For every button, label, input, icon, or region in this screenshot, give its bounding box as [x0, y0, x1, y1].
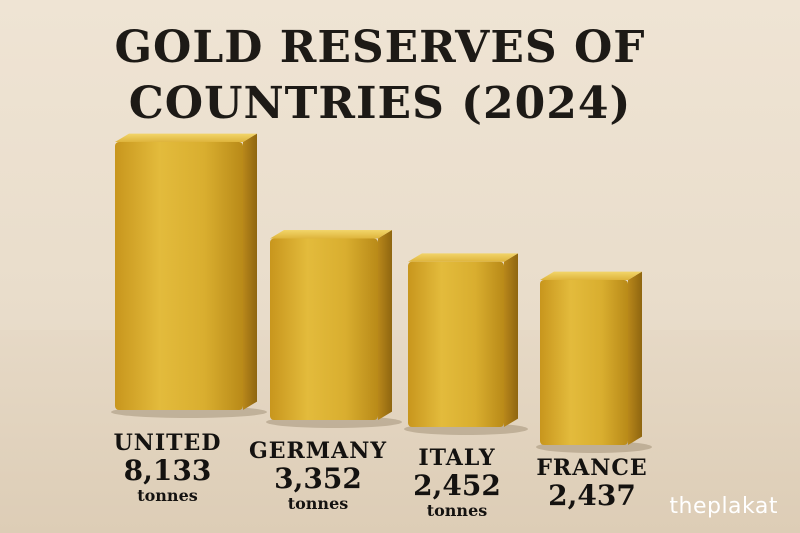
- bar-top-face: [540, 271, 642, 280]
- value-label: 8,133: [123, 454, 212, 487]
- country-label: ITALY: [418, 445, 496, 471]
- bar-top-face: [115, 133, 257, 142]
- watermark-text: theplakat: [669, 494, 778, 519]
- bar-front-face: [115, 142, 243, 410]
- value-label: 2,452: [413, 469, 501, 502]
- bar-front-face: [270, 238, 378, 420]
- label-italy: ITALY 2,452 tonnes: [392, 445, 522, 520]
- chart-title-line-1: GOLD RESERVES OF: [114, 22, 646, 73]
- label-france: FRANCE 2,437: [527, 455, 657, 511]
- unit-label: tonnes: [426, 501, 488, 520]
- bar-side-face: [628, 271, 642, 445]
- bar-front-face: [540, 280, 628, 445]
- country-label: FRANCE: [536, 455, 648, 481]
- bar-side-face: [243, 133, 257, 410]
- label-united: UNITED 8,133 tonnes: [100, 430, 235, 505]
- gold-bar-germany: [266, 230, 402, 428]
- label-germany: GERMANY 3,352 tonnes: [248, 438, 388, 513]
- bar-top-face: [270, 230, 392, 239]
- unit-label: tonnes: [137, 486, 198, 505]
- gold-bar-united: [111, 133, 267, 418]
- bar-front-face: [408, 261, 504, 427]
- country-label: UNITED: [113, 430, 222, 456]
- country-label: GERMANY: [248, 438, 388, 464]
- chart-title-line-2: COUNTRIES (2024): [128, 78, 632, 129]
- unit-label: tonnes: [287, 494, 349, 513]
- value-label: 2,437: [548, 479, 636, 512]
- bar-side-face: [378, 230, 392, 420]
- gold-bar-france: [536, 271, 652, 453]
- bar-top-face: [408, 253, 518, 262]
- value-label: 3,352: [274, 462, 362, 495]
- gold-bar-italy: [404, 253, 528, 435]
- bar-side-face: [504, 253, 518, 427]
